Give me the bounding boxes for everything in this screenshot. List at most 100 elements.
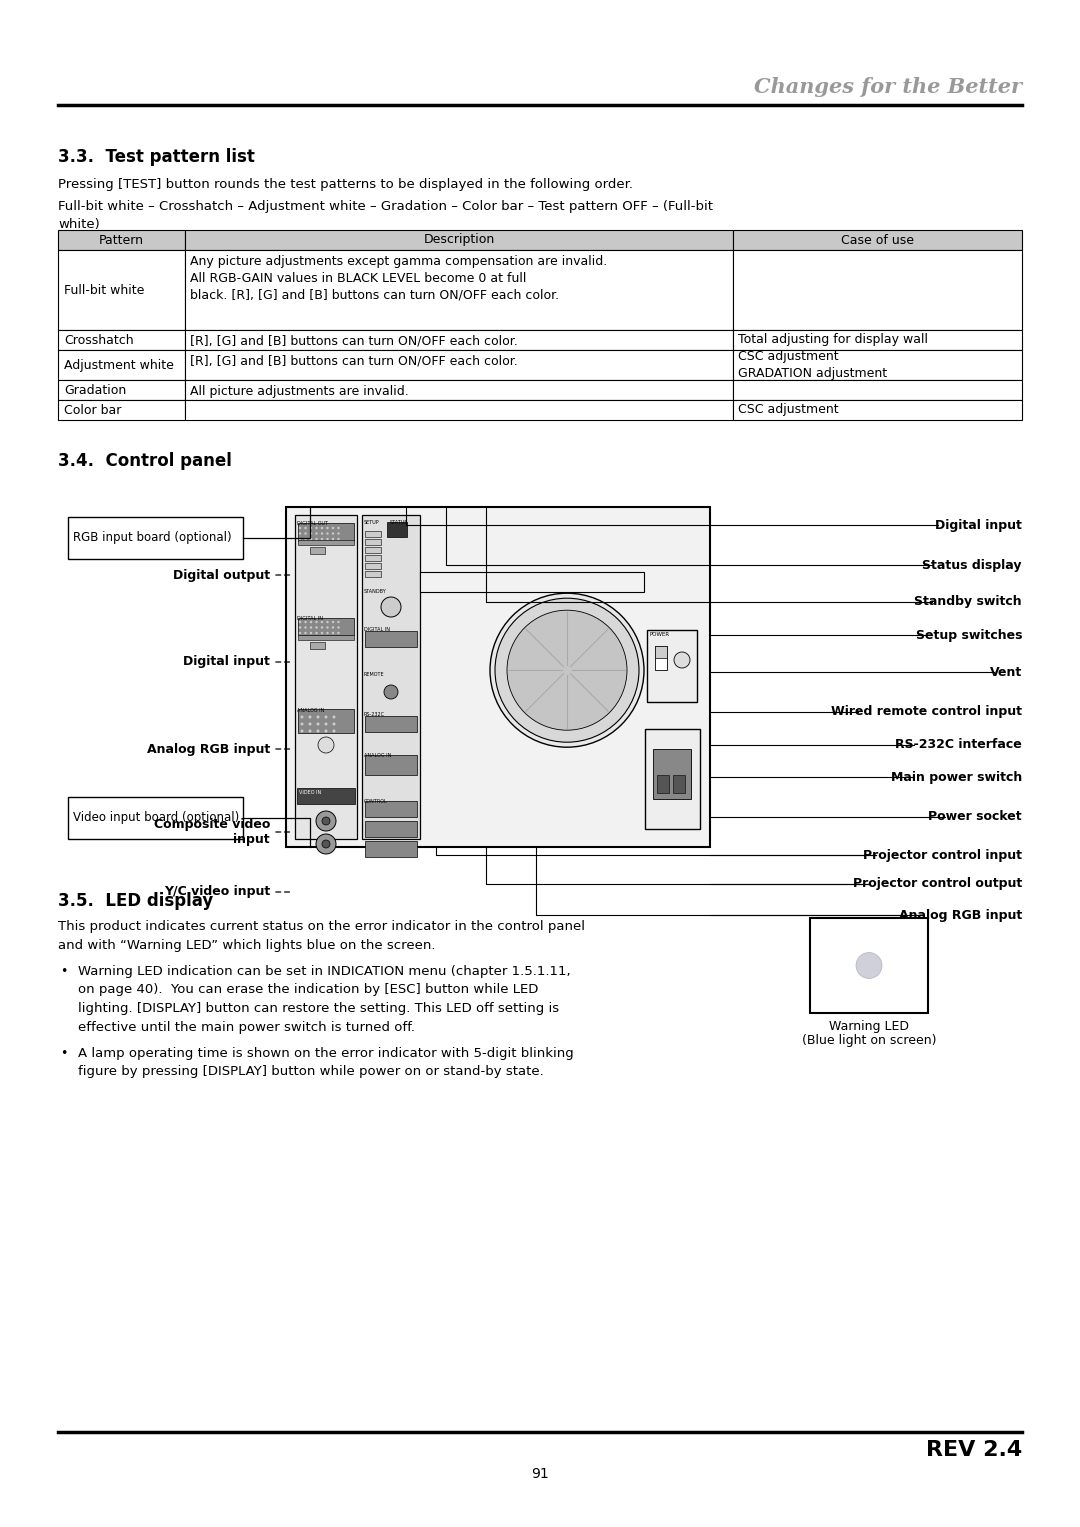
- Text: Projector control output: Projector control output: [853, 878, 1022, 890]
- Text: Any picture adjustments except gamma compensation are invalid.
All RGB-GAIN valu: Any picture adjustments except gamma com…: [190, 255, 607, 301]
- Circle shape: [337, 626, 340, 629]
- Bar: [185, 231, 733, 250]
- Circle shape: [326, 527, 328, 530]
- Text: DIGITAL IN: DIGITAL IN: [364, 628, 390, 632]
- Text: Analog RGB input: Analog RGB input: [899, 909, 1022, 921]
- Bar: [58, 330, 185, 350]
- Circle shape: [315, 527, 318, 530]
- Bar: [365, 571, 381, 577]
- Text: RS-232C interface: RS-232C interface: [895, 739, 1022, 751]
- Circle shape: [332, 533, 334, 534]
- Text: Case of use: Case of use: [841, 234, 914, 246]
- Text: •: •: [60, 965, 67, 977]
- Circle shape: [316, 722, 320, 725]
- Bar: [365, 841, 417, 857]
- Text: white): white): [58, 218, 99, 231]
- Text: Pattern: Pattern: [99, 234, 144, 246]
- Circle shape: [337, 533, 340, 534]
- Bar: [365, 547, 381, 553]
- Text: Setup switches: Setup switches: [916, 629, 1022, 641]
- Bar: [365, 631, 417, 647]
- Circle shape: [310, 626, 312, 629]
- Text: Video input board (optional): Video input board (optional): [73, 811, 240, 825]
- Bar: [733, 350, 1022, 380]
- Text: •: •: [60, 1048, 67, 1060]
- Text: CONTROL: CONTROL: [364, 799, 388, 805]
- Circle shape: [299, 621, 301, 623]
- Circle shape: [321, 538, 323, 541]
- Circle shape: [300, 730, 303, 733]
- Circle shape: [674, 652, 690, 667]
- Bar: [185, 350, 733, 380]
- Text: Gradation: Gradation: [64, 383, 126, 397]
- Circle shape: [315, 533, 318, 534]
- Circle shape: [332, 626, 334, 629]
- Circle shape: [337, 632, 340, 634]
- Text: Vent: Vent: [989, 666, 1022, 678]
- Circle shape: [384, 686, 399, 699]
- Text: Digital input: Digital input: [935, 519, 1022, 531]
- Circle shape: [315, 621, 318, 623]
- Text: REV 2.4: REV 2.4: [926, 1440, 1022, 1460]
- Circle shape: [856, 953, 882, 979]
- Text: Adjustment white: Adjustment white: [64, 359, 174, 371]
- Circle shape: [299, 626, 301, 629]
- Bar: [58, 231, 185, 250]
- Bar: [365, 563, 381, 570]
- Circle shape: [316, 716, 320, 719]
- Text: Composite video
input: Composite video input: [153, 818, 270, 846]
- Text: Crosshatch: Crosshatch: [64, 333, 134, 347]
- Circle shape: [310, 621, 312, 623]
- Bar: [733, 250, 1022, 330]
- Circle shape: [305, 621, 307, 623]
- Circle shape: [310, 538, 312, 541]
- Text: [R], [G] and [B] buttons can turn ON/OFF each color.: [R], [G] and [B] buttons can turn ON/OFF…: [190, 354, 517, 368]
- Circle shape: [322, 817, 330, 825]
- Bar: [298, 709, 354, 733]
- Circle shape: [321, 621, 323, 623]
- Text: 3.4.  Control panel: 3.4. Control panel: [58, 452, 232, 470]
- Circle shape: [324, 716, 327, 719]
- Text: Analog RGB input: Analog RGB input: [147, 742, 270, 756]
- Text: DIGITAL OUT: DIGITAL OUT: [297, 521, 328, 525]
- Text: (Blue light on screen): (Blue light on screen): [801, 1034, 936, 1048]
- Circle shape: [310, 527, 312, 530]
- Bar: [185, 330, 733, 350]
- Circle shape: [326, 626, 328, 629]
- Text: 91: 91: [531, 1467, 549, 1481]
- Bar: [58, 400, 185, 420]
- Bar: [733, 400, 1022, 420]
- Text: REMOTE: REMOTE: [364, 672, 384, 676]
- Bar: [365, 754, 417, 776]
- Text: POWER: POWER: [650, 632, 670, 637]
- Text: VIDEO IN: VIDEO IN: [299, 789, 321, 796]
- Text: DIGITAL IN: DIGITAL IN: [297, 615, 323, 621]
- Bar: [298, 635, 354, 640]
- Bar: [387, 522, 407, 538]
- Circle shape: [309, 716, 311, 719]
- Circle shape: [321, 632, 323, 634]
- Circle shape: [318, 738, 334, 753]
- Bar: [654, 646, 667, 658]
- Circle shape: [321, 527, 323, 530]
- Bar: [365, 822, 417, 837]
- Circle shape: [321, 626, 323, 629]
- Text: Description: Description: [423, 234, 495, 246]
- Circle shape: [300, 716, 303, 719]
- Circle shape: [324, 722, 327, 725]
- Bar: [365, 554, 381, 560]
- Bar: [654, 646, 667, 670]
- Bar: [810, 918, 928, 1012]
- Bar: [68, 797, 243, 838]
- Circle shape: [316, 730, 320, 733]
- Bar: [673, 776, 685, 793]
- Text: RGB input board (optional): RGB input board (optional): [73, 531, 231, 545]
- Bar: [365, 802, 417, 817]
- Text: Power socket: Power socket: [929, 811, 1022, 823]
- Bar: [58, 250, 185, 330]
- Circle shape: [305, 527, 307, 530]
- Circle shape: [299, 632, 301, 634]
- Bar: [365, 531, 381, 538]
- Text: CSC adjustment: CSC adjustment: [738, 403, 839, 417]
- Text: 3.3.  Test pattern list: 3.3. Test pattern list: [58, 148, 255, 166]
